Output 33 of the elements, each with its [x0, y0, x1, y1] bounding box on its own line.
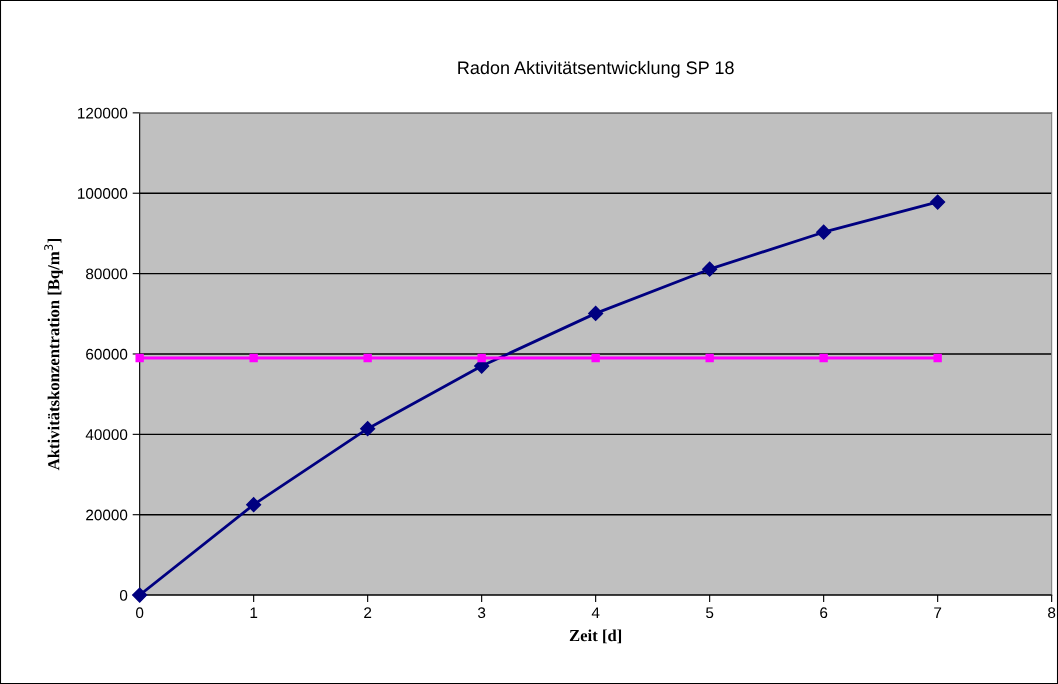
- y-tick-label: 120000: [78, 107, 128, 119]
- point: [360, 421, 376, 437]
- x-tick-label: 2: [364, 607, 372, 618]
- point: [249, 353, 258, 363]
- chart-title: Radon Aktivitätsentwicklung SP 18: [458, 60, 734, 78]
- x-tick-label: 5: [706, 607, 714, 619]
- x-tick-label: 8: [1048, 607, 1056, 619]
- y-tick-label: 0: [119, 589, 128, 601]
- y-tick-label: 20000: [86, 509, 128, 521]
- y-tick-label: 80000: [86, 268, 128, 280]
- point: [702, 261, 718, 277]
- y-tick-label: 60000: [86, 348, 128, 360]
- x-axis-title: Zeit [d]: [569, 629, 622, 644]
- point: [819, 353, 828, 363]
- x-tick-label: 6: [820, 607, 828, 619]
- point: [930, 194, 946, 210]
- x-tick-label: 4: [591, 607, 600, 618]
- x-tick-label: 1: [250, 607, 258, 618]
- point: [933, 353, 942, 363]
- y-axis-title: Aktivitätskonzentration [Bq/m$^{3}$]: [44, 238, 63, 471]
- point: [132, 587, 148, 603]
- point: [591, 353, 600, 363]
- y-tick-label: 100000: [78, 188, 128, 199]
- x-tick-label: 3: [477, 607, 486, 619]
- point: [588, 305, 604, 321]
- point: [705, 353, 714, 363]
- y-tick-label: 40000: [85, 429, 128, 441]
- point: [363, 353, 372, 363]
- point: [246, 497, 262, 513]
- x-tick-label: 0: [136, 607, 144, 619]
- point: [816, 224, 832, 240]
- x-tick-label: 7: [934, 607, 942, 618]
- point: [477, 353, 486, 363]
